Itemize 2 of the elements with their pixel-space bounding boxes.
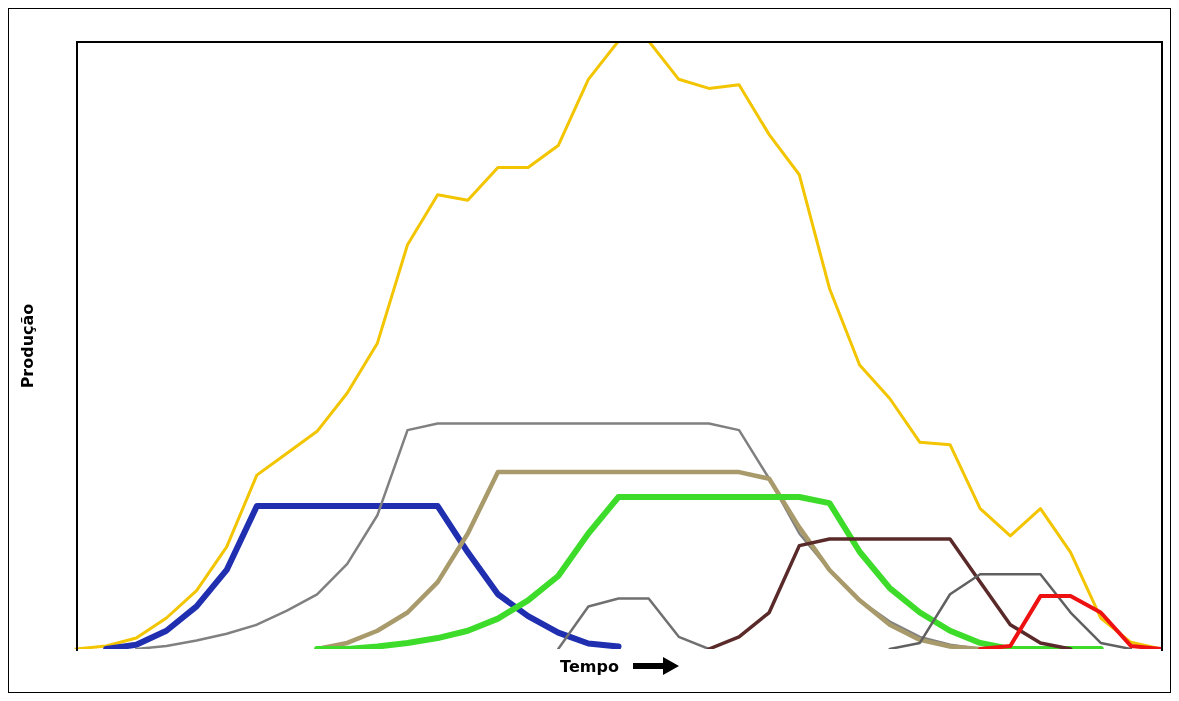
x-axis-title: Tempo bbox=[560, 656, 619, 676]
y-axis-title: Produção bbox=[17, 303, 37, 389]
